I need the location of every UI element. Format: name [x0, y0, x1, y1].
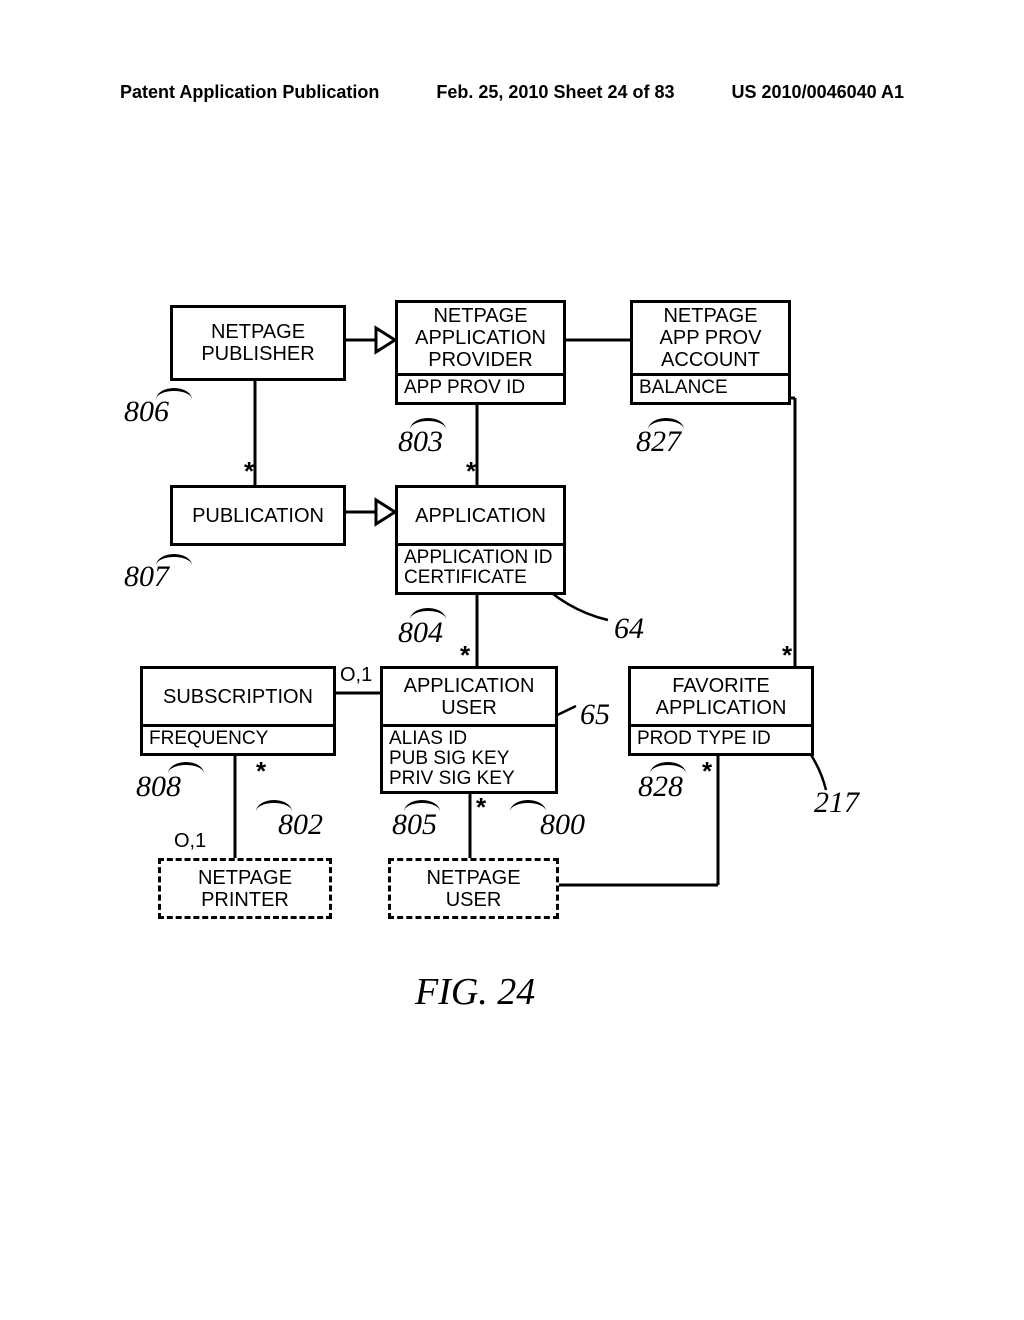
multiplicity-star: *	[460, 640, 470, 671]
diagram-connectors	[0, 0, 1024, 1320]
ref-r65: 65	[580, 698, 610, 732]
multiplicity-star: *	[244, 456, 254, 487]
box-appprovider: NETPAGE APPLICATION PROVIDERAPP PROV ID	[395, 300, 566, 405]
multiplicity-star: *	[466, 456, 476, 487]
swoosh-icon	[410, 418, 446, 441]
ref-r64: 64	[614, 612, 644, 646]
box-favorite: FAVORITE APPLICATIONPROD TYPE ID	[628, 666, 814, 756]
box-title: FAVORITE APPLICATION	[631, 669, 811, 724]
box-title: NETPAGE PRINTER	[161, 861, 329, 916]
swoosh-icon	[168, 762, 204, 785]
swoosh-icon	[256, 800, 292, 823]
ref-r217: 217	[814, 786, 859, 820]
multiplicity-star: *	[476, 792, 486, 823]
swoosh-icon	[648, 418, 684, 441]
box-attr: PROD TYPE ID	[631, 724, 811, 753]
box-title: APPLICATION	[398, 488, 563, 543]
box-printer: NETPAGE PRINTER	[158, 858, 332, 919]
multiplicity-star: *	[256, 756, 266, 787]
box-attr: BALANCE	[633, 373, 788, 402]
box-title: NETPAGE APPLICATION PROVIDER	[398, 303, 563, 373]
swoosh-icon	[410, 608, 446, 631]
box-subscription: SUBSCRIPTIONFREQUENCY	[140, 666, 336, 756]
box-application: APPLICATIONAPPLICATION ID CERTIFICATE	[395, 485, 566, 595]
box-title: PUBLICATION	[173, 488, 343, 543]
box-title: NETPAGE PUBLISHER	[173, 308, 343, 378]
swoosh-icon	[156, 554, 192, 577]
multiplicity-star: *	[782, 640, 792, 671]
ref-r01a: O,1	[340, 664, 372, 687]
multiplicity-star: *	[702, 756, 712, 787]
box-attr: APPLICATION ID CERTIFICATE	[398, 543, 563, 592]
box-publisher: NETPAGE PUBLISHER	[170, 305, 346, 381]
ref-r800: 800	[540, 808, 585, 842]
box-title: SUBSCRIPTION	[143, 669, 333, 724]
box-attr: ALIAS ID PUB SIG KEY PRIV SIG KEY	[383, 724, 555, 791]
figure-label: FIG. 24	[415, 970, 535, 1014]
ref-r01b: O,1	[174, 830, 206, 853]
box-title: NETPAGE USER	[391, 861, 556, 916]
box-appuser: APPLICATION USERALIAS ID PUB SIG KEY PRI…	[380, 666, 558, 794]
swoosh-icon	[510, 800, 546, 823]
box-attr: APP PROV ID	[398, 373, 563, 402]
box-title: APPLICATION USER	[383, 669, 555, 724]
box-user: NETPAGE USER	[388, 858, 559, 919]
swoosh-icon	[650, 762, 686, 785]
box-title: NETPAGE APP PROV ACCOUNT	[633, 303, 788, 373]
box-publication: PUBLICATION	[170, 485, 346, 546]
box-attr: FREQUENCY	[143, 724, 333, 753]
box-approv_account: NETPAGE APP PROV ACCOUNTBALANCE	[630, 300, 791, 405]
swoosh-icon	[404, 800, 440, 823]
swoosh-icon	[156, 388, 192, 411]
